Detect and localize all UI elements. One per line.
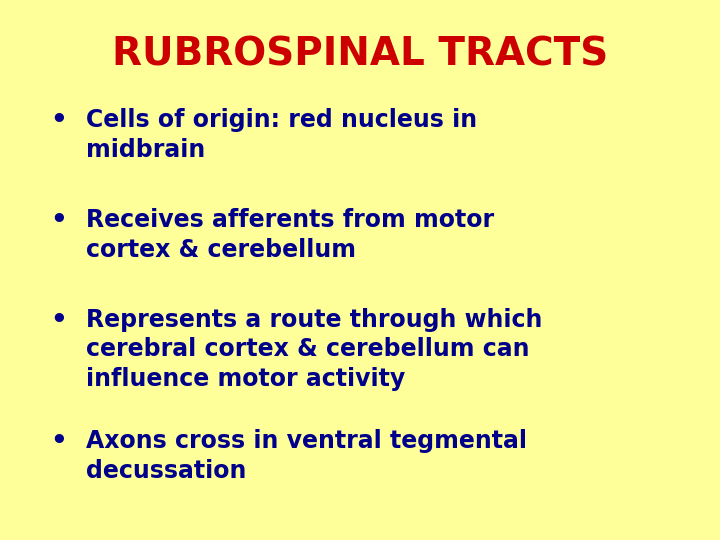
Text: •: • [50,308,67,334]
Text: •: • [50,208,67,234]
Text: Cells of origin: red nucleus in
midbrain: Cells of origin: red nucleus in midbrain [86,108,477,161]
Text: Receives afferents from motor
cortex & cerebellum: Receives afferents from motor cortex & c… [86,208,495,261]
Text: Represents a route through which
cerebral cortex & cerebellum can
influence moto: Represents a route through which cerebra… [86,308,543,391]
Text: Axons cross in ventral tegmental
decussation: Axons cross in ventral tegmental decussa… [86,429,527,483]
Text: •: • [50,429,67,455]
Text: •: • [50,108,67,134]
Text: RUBROSPINAL TRACTS: RUBROSPINAL TRACTS [112,35,608,73]
